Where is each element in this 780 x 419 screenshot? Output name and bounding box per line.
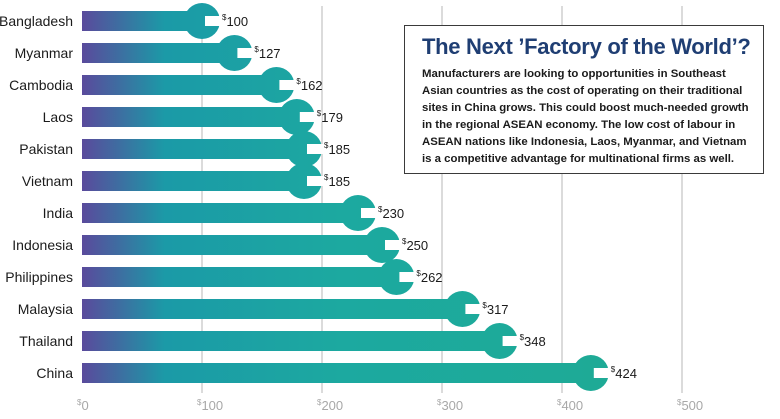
x-tick-label: $300 xyxy=(437,398,463,413)
wrench-jaw xyxy=(307,176,329,186)
bar-indonesia xyxy=(82,227,407,263)
value-label: $317 xyxy=(482,301,508,317)
value-label: $127 xyxy=(254,45,280,61)
category-label: Philippines xyxy=(5,269,73,285)
value-label: $230 xyxy=(378,205,404,221)
category-label: Indonesia xyxy=(12,237,73,253)
wrench-jaw xyxy=(593,368,616,378)
info-body: Manufacturers are looking to opportuniti… xyxy=(422,68,749,165)
wrench-head-icon xyxy=(258,67,295,103)
category-label: Bangladesh xyxy=(0,13,73,29)
category-label: Thailand xyxy=(19,333,73,349)
bar-shaft xyxy=(82,43,221,63)
bar-shaft xyxy=(82,235,368,255)
value-label: $262 xyxy=(416,269,442,285)
bar-shaft xyxy=(82,267,383,287)
bar-shaft xyxy=(82,171,290,191)
wrench-head-icon xyxy=(481,323,518,359)
bar-shaft xyxy=(82,299,449,319)
value-label: $250 xyxy=(402,237,428,253)
wrench-head-icon xyxy=(286,131,322,167)
x-axis-ticks: $0 $100 $200 $300 $400 $500 xyxy=(77,398,703,413)
bar-laos xyxy=(82,99,322,135)
bar-india xyxy=(82,195,383,231)
bar-shaft xyxy=(82,203,344,223)
bar-myanmar xyxy=(82,35,260,71)
x-tick-label: $400 xyxy=(557,398,583,413)
wrench-head-icon xyxy=(340,195,376,231)
category-label: Pakistan xyxy=(19,141,73,157)
bar-pakistan xyxy=(82,131,329,167)
bar-vietnam xyxy=(82,163,329,199)
bar-china xyxy=(82,355,616,391)
wrench-jaw xyxy=(237,48,260,58)
category-label: Vietnam xyxy=(22,173,73,189)
bar-bangladesh xyxy=(82,3,227,39)
wrench-head-icon xyxy=(286,163,322,199)
bar-shaft xyxy=(82,331,486,351)
wrench-head-icon xyxy=(184,3,220,39)
category-label: Myanmar xyxy=(15,45,74,61)
category-label: Malaysia xyxy=(18,301,73,317)
bar-thailand xyxy=(82,323,525,359)
wrench-head-icon xyxy=(572,355,609,391)
x-tick-label: $200 xyxy=(317,398,343,413)
bar-shaft xyxy=(82,11,188,31)
bar-shaft xyxy=(82,107,283,127)
bar-philippines xyxy=(82,259,422,295)
wrench-jaw xyxy=(385,240,407,250)
bar-cambodia xyxy=(82,67,302,103)
bar-malaysia xyxy=(82,291,488,327)
wrench-jaw xyxy=(502,336,525,346)
category-label: Laos xyxy=(43,109,73,125)
value-label: $185 xyxy=(324,173,350,189)
category-labels: $100 Bangladesh $127 Myanmar $162 Cambodia $17… xyxy=(0,13,637,381)
wrench-head-icon xyxy=(378,259,415,295)
bars xyxy=(82,3,616,391)
wrench-jaw xyxy=(307,144,329,154)
bar-shaft xyxy=(82,363,577,383)
info-title: The Next ’Factory of the World’? xyxy=(422,34,751,59)
value-label: $179 xyxy=(317,109,343,125)
wrench-jaw xyxy=(299,112,322,122)
wrench-jaw xyxy=(205,16,227,26)
wrench-head-icon xyxy=(444,291,481,327)
x-tick-label: $100 xyxy=(197,398,223,413)
value-label: $100 xyxy=(222,13,248,29)
category-label: Cambodia xyxy=(9,77,73,93)
category-label: India xyxy=(43,205,74,221)
value-label: $424 xyxy=(611,365,637,381)
value-label: $162 xyxy=(296,77,322,93)
bar-shaft xyxy=(82,75,263,95)
wrench-jaw xyxy=(361,208,383,218)
info-box: The Next ’Factory of the World’? Manufac… xyxy=(404,25,764,174)
x-tick-label: $0 xyxy=(77,398,89,413)
wrench-head-icon xyxy=(278,99,315,135)
wrench-head-icon xyxy=(216,35,253,71)
bar-shaft xyxy=(82,139,290,159)
value-label: $348 xyxy=(520,333,546,349)
x-tick-label: $500 xyxy=(677,398,703,413)
category-label: China xyxy=(36,365,73,381)
wrench-head-icon xyxy=(364,227,400,263)
wrench-jaw xyxy=(399,272,422,282)
wrench-jaw xyxy=(279,80,302,90)
value-label: $185 xyxy=(324,141,350,157)
wrench-jaw xyxy=(465,304,488,314)
